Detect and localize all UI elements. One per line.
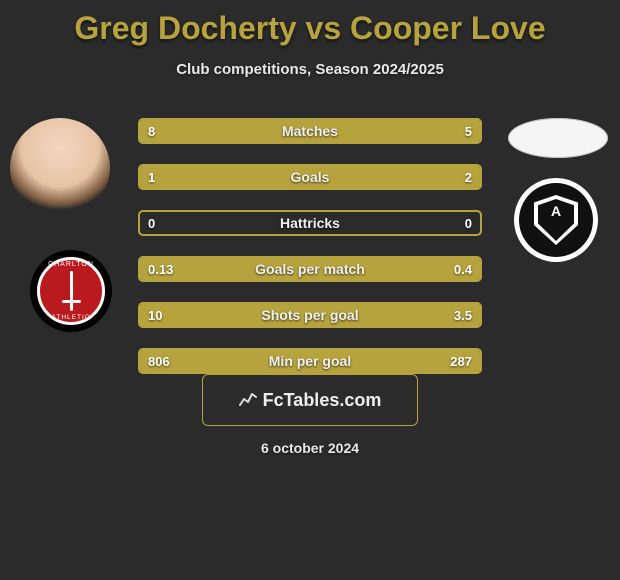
- player-right-avatar: [508, 118, 608, 158]
- shield-icon: A: [534, 195, 578, 245]
- player-right-club-badge: A: [514, 178, 598, 262]
- stat-label: Matches: [140, 123, 480, 139]
- stat-bars: 85Matches 12Goals 00Hattricks 0.130.4Goals …: [138, 118, 482, 394]
- stat-bar: 806287Min per goal: [138, 348, 482, 374]
- stat-bar: 12Goals: [138, 164, 482, 190]
- stat-label: Goals: [140, 169, 480, 185]
- footer-date: 6 october 2024: [0, 440, 620, 456]
- player-left-club-badge: CHARLTON ATHLETIC: [30, 250, 112, 332]
- stat-bar: 85Matches: [138, 118, 482, 144]
- stat-label: Shots per goal: [140, 307, 480, 323]
- page-title: Greg Docherty vs Cooper Love: [0, 0, 620, 47]
- sword-icon: [70, 271, 73, 311]
- club-right-monogram: A: [538, 199, 574, 241]
- club-left-name-top: CHARLTON: [40, 261, 102, 268]
- stat-bar: 00Hattricks: [138, 210, 482, 236]
- subtitle: Club competitions, Season 2024/2025: [0, 61, 620, 78]
- player-left-avatar: [10, 118, 110, 218]
- stat-label: Min per goal: [140, 353, 480, 369]
- stat-label: Hattricks: [140, 215, 480, 231]
- club-left-name-bottom: ATHLETIC: [40, 314, 102, 321]
- stat-bar: 103.5Shots per goal: [138, 302, 482, 328]
- stat-label: Goals per match: [140, 261, 480, 277]
- stat-bar: 0.130.4Goals per match: [138, 256, 482, 282]
